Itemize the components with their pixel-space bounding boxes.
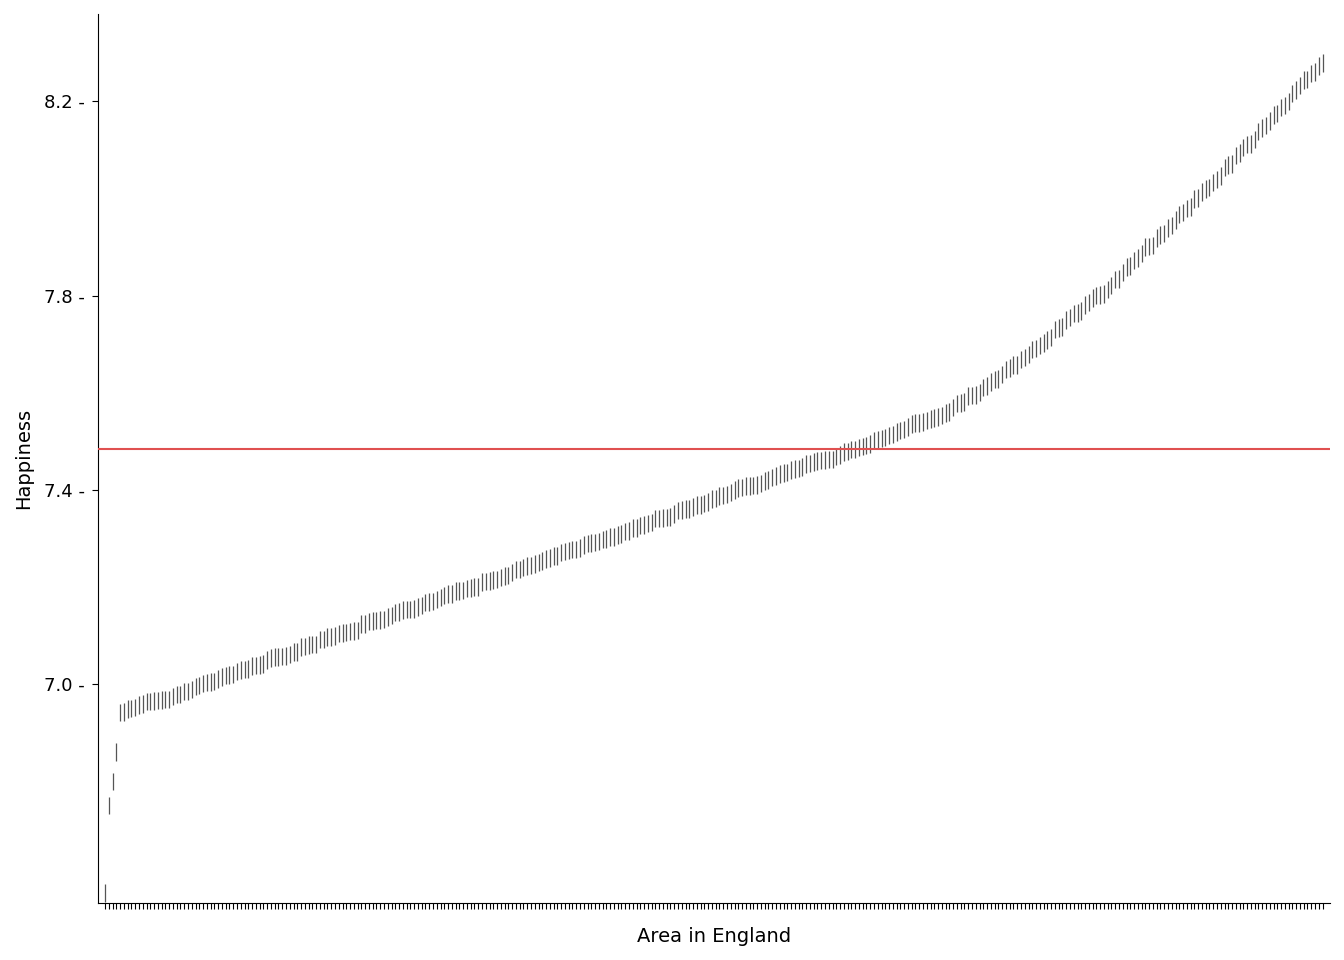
Y-axis label: Happiness: Happiness bbox=[13, 408, 32, 509]
X-axis label: Area in England: Area in England bbox=[637, 927, 790, 947]
